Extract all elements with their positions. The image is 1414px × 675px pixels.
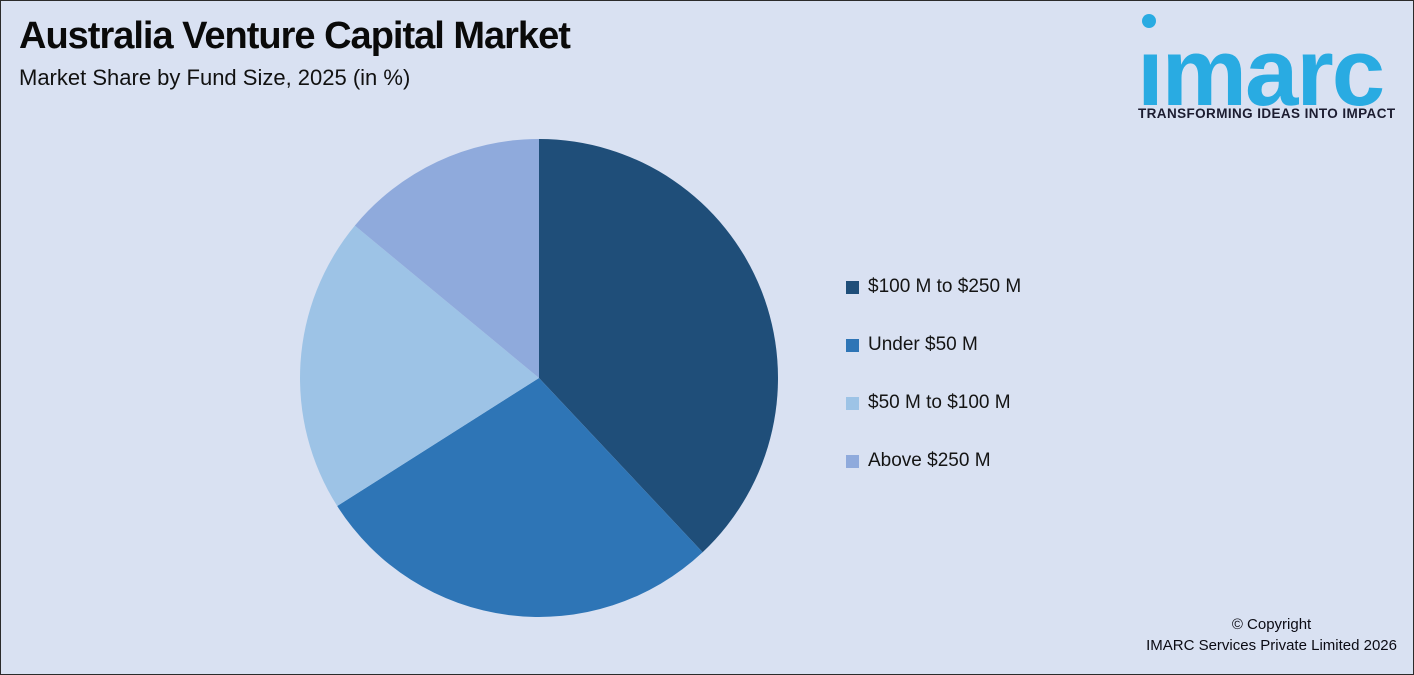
legend-label: Above $250 M bbox=[868, 450, 991, 471]
copyright-line2: IMARC Services Private Limited 2026 bbox=[1146, 637, 1397, 654]
legend-label: $50 M to $100 M bbox=[868, 392, 1011, 413]
pie-slice bbox=[337, 378, 703, 617]
legend-label: $100 M to $250 M bbox=[868, 276, 1022, 297]
logo-wordmark: ımarc bbox=[1137, 19, 1385, 126]
legend-label: Under $50 M bbox=[868, 334, 978, 355]
pie-slice bbox=[300, 225, 539, 507]
legend-item: Under $50 M bbox=[846, 330, 1021, 360]
logo-tagline: TRANSFORMING IDEAS INTO IMPACT bbox=[1138, 106, 1396, 121]
legend-swatch bbox=[846, 396, 859, 410]
copyright-line1: © Copyright bbox=[1231, 616, 1312, 633]
header: Australia Venture Capital Market Market … bbox=[19, 15, 571, 91]
pie-slice bbox=[354, 139, 539, 378]
logo-i-dot-icon bbox=[1142, 14, 1156, 28]
pie-chart bbox=[300, 139, 778, 617]
pie-slice bbox=[539, 139, 778, 553]
legend-swatch bbox=[846, 338, 859, 352]
legend-swatch bbox=[846, 280, 859, 294]
page-title: Australia Venture Capital Market bbox=[19, 15, 571, 57]
copyright-notice: © Copyright IMARC Services Private Limit… bbox=[1146, 614, 1397, 656]
legend-item: Above $250 M bbox=[846, 446, 1021, 476]
legend-swatch bbox=[846, 454, 859, 468]
chart-subtitle: Market Share by Fund Size, 2025 (in %) bbox=[19, 64, 411, 90]
legend: $100 M to $250 M Under $50 M $50 M to $1… bbox=[846, 272, 1021, 476]
legend-item: $100 M to $250 M bbox=[846, 272, 1021, 302]
legend-item: $50 M to $100 M bbox=[846, 388, 1021, 418]
